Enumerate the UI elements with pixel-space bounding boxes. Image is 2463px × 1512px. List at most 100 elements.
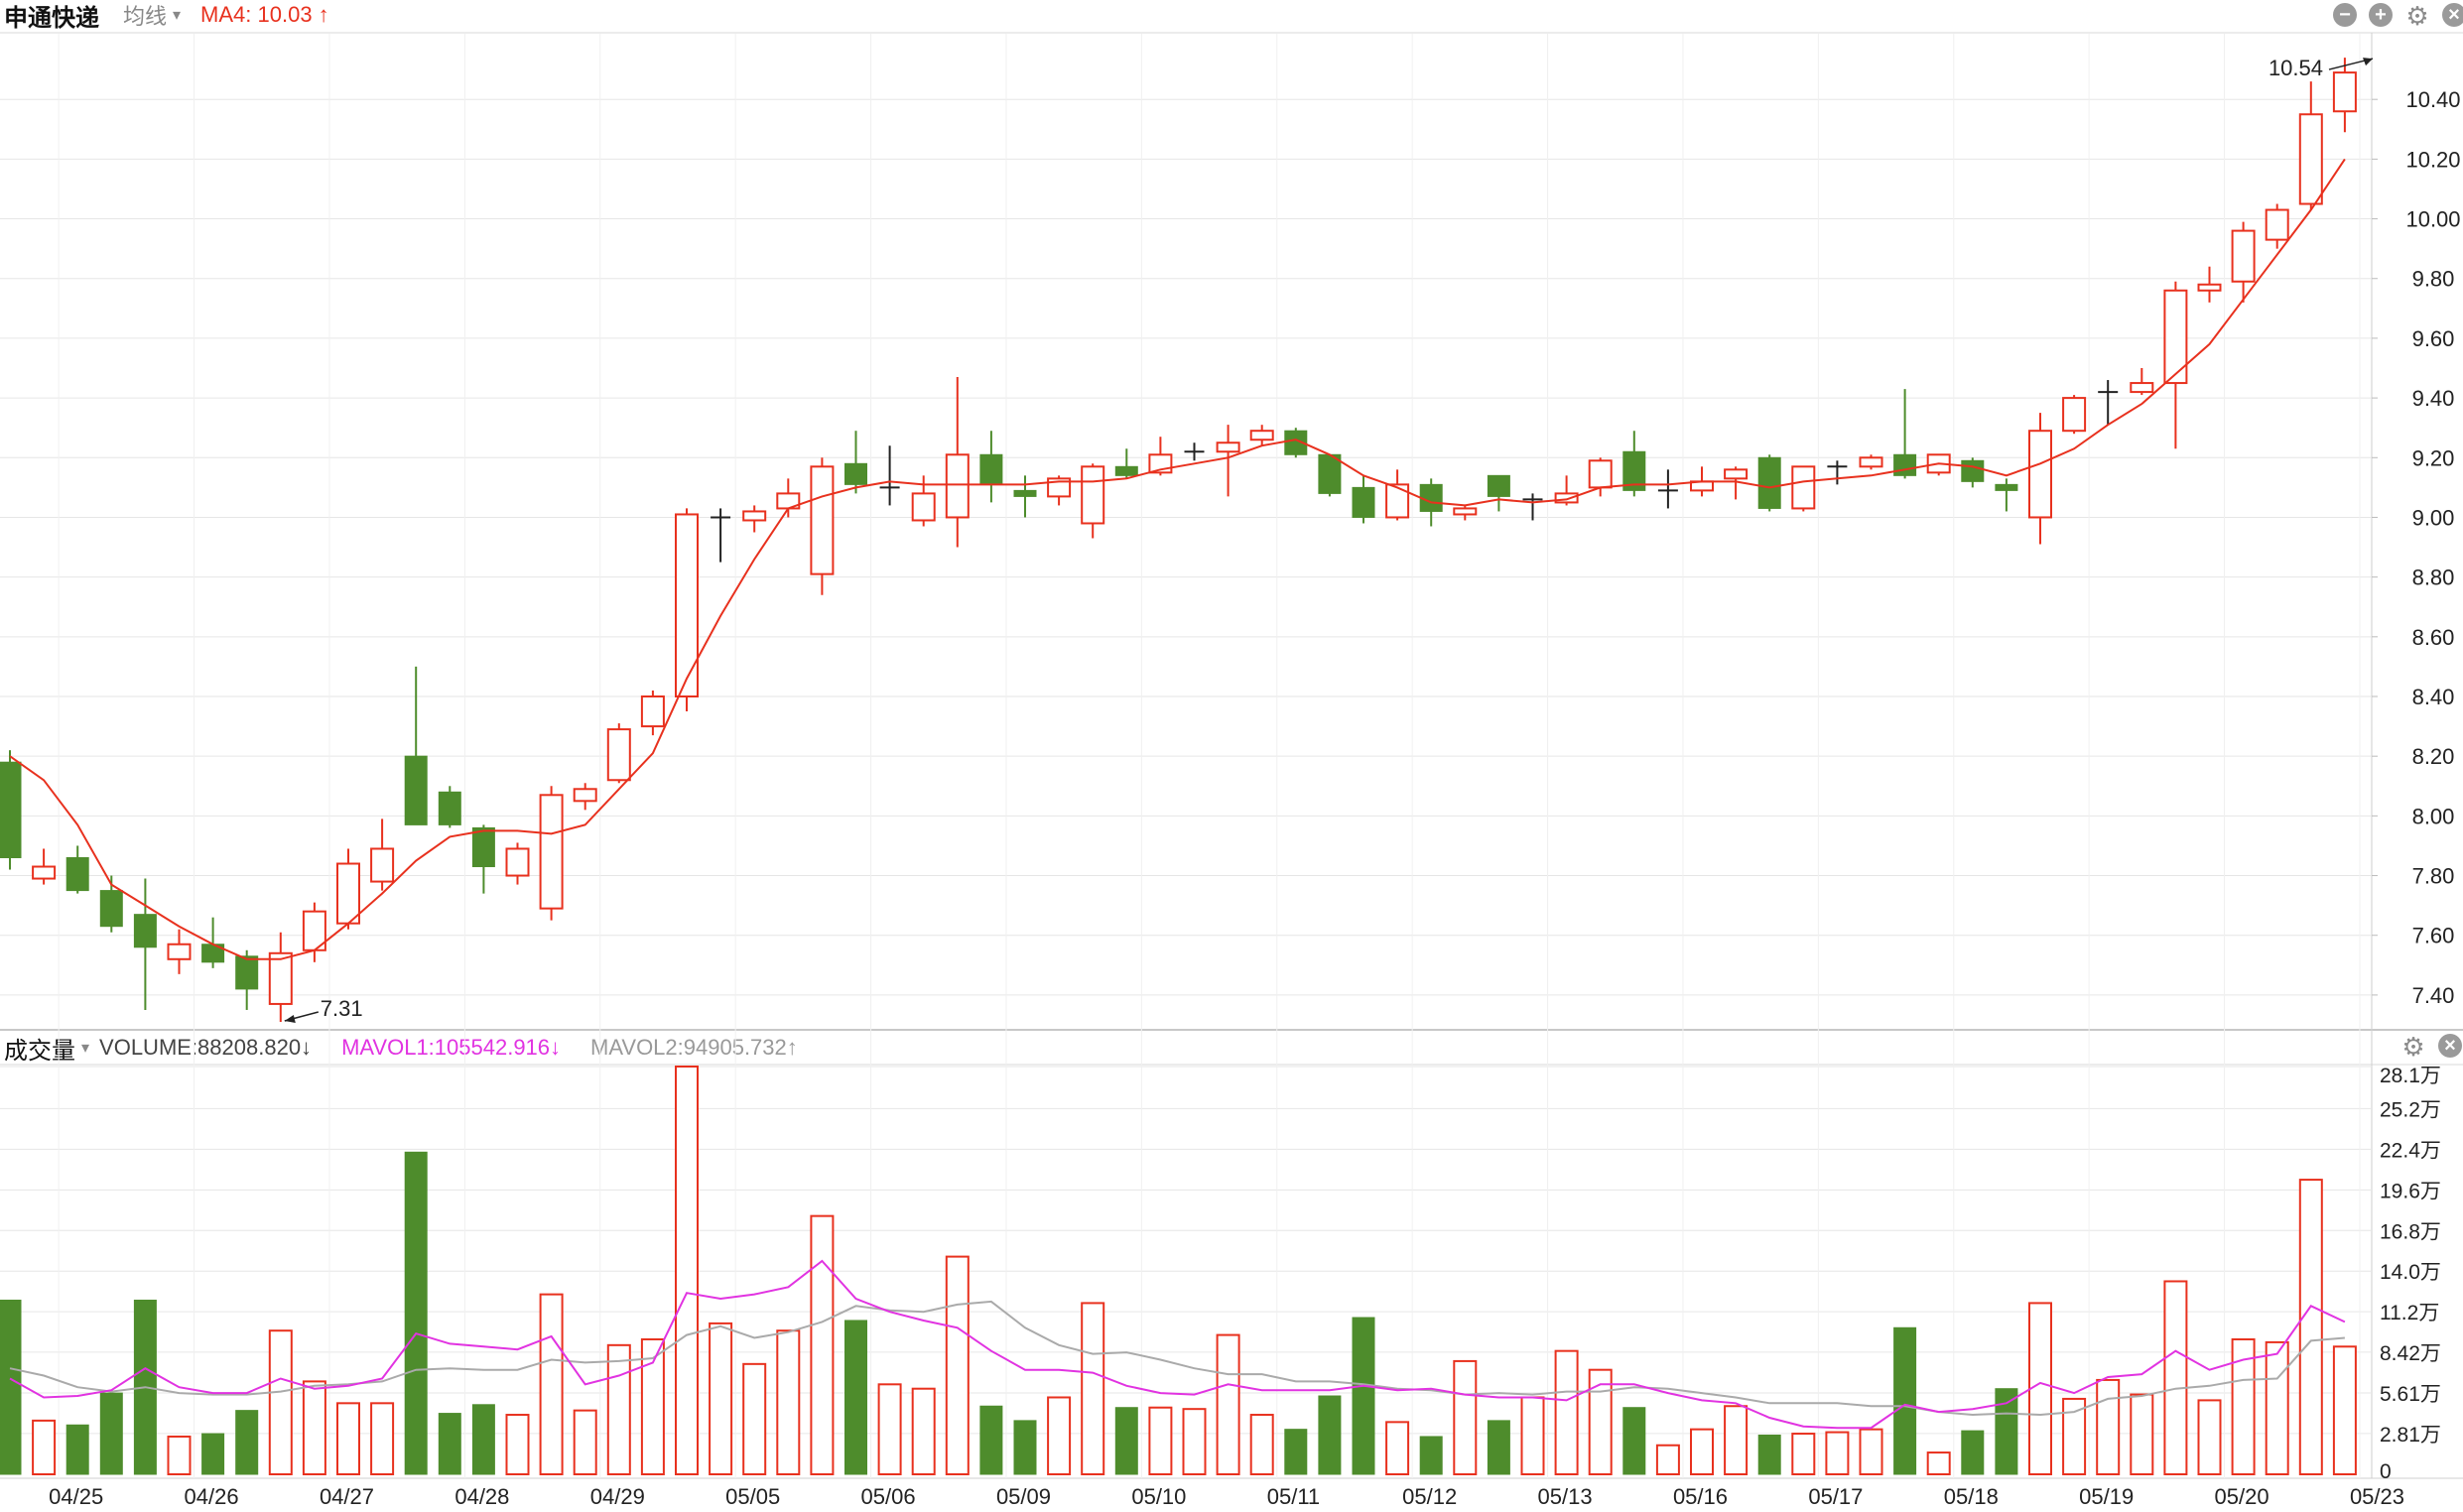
candle-body — [32, 865, 57, 880]
time-tick-label: 05/13 — [1538, 1484, 1593, 1509]
candle — [979, 431, 1003, 503]
time-tick-label: 04/26 — [185, 1484, 239, 1509]
volume-bar — [32, 1419, 57, 1476]
gear-icon[interactable]: ⚙ — [2401, 1032, 2425, 1062]
candle — [1622, 431, 1646, 497]
candle — [1453, 505, 1478, 521]
volume-tick-label: 11.2万 — [2380, 1302, 2439, 1324]
price-tick-label: 7.40 — [2412, 983, 2455, 1008]
candle-body — [945, 453, 970, 519]
candle-body — [1724, 468, 1749, 480]
volume-bar — [471, 1404, 495, 1475]
candle — [1657, 469, 1678, 509]
candle — [742, 505, 767, 533]
candle — [844, 431, 867, 494]
volume-bar — [810, 1214, 835, 1475]
volume-panel-title[interactable]: 成交量 — [4, 1037, 75, 1065]
plus-circle-icon[interactable]: + — [2369, 3, 2393, 27]
candle — [539, 786, 564, 921]
candle-body — [1588, 459, 1613, 489]
candle — [1114, 448, 1138, 479]
candle-body — [2231, 229, 2256, 283]
candle — [32, 848, 57, 885]
indicator-dropdown[interactable]: 均线 — [123, 4, 168, 29]
candle-body — [2298, 113, 2323, 205]
volume-bar — [505, 1414, 530, 1475]
volume-bar — [1284, 1429, 1308, 1475]
candle-body — [133, 914, 157, 948]
chevron-down-icon[interactable]: ▾ — [81, 1040, 90, 1057]
candle-body — [65, 856, 89, 892]
minus-circle-icon[interactable]: − — [2333, 3, 2357, 27]
candle-body — [1961, 459, 1985, 482]
volume-bar — [370, 1402, 395, 1475]
volume-bar — [0, 1299, 22, 1475]
candle-body — [1352, 486, 1375, 518]
volume-header: 成交量 ▾ VOLUME:88208.820↓ MAVOL1:105542.91… — [4, 1033, 798, 1065]
candle — [1859, 454, 1883, 470]
chevron-down-icon[interactable]: ▾ — [173, 7, 182, 24]
candle — [2197, 266, 2222, 303]
volume-bar — [1859, 1428, 1883, 1475]
window-controls: − + ⚙ × — [2333, 3, 2463, 29]
candle-body — [1622, 450, 1646, 491]
volume-bar — [2096, 1378, 2121, 1476]
candle — [1995, 478, 2018, 512]
candle-body — [1216, 441, 1240, 453]
candle-body — [167, 943, 192, 960]
volume-bar — [438, 1413, 461, 1475]
candle — [1249, 425, 1274, 446]
close-circle-icon[interactable]: × — [2438, 1034, 2462, 1058]
candle — [640, 690, 665, 736]
volume-bar — [1487, 1420, 1510, 1475]
volume-bar — [1453, 1359, 1478, 1475]
candle — [235, 949, 259, 1010]
price-tick-label: 9.60 — [2412, 326, 2455, 351]
candle — [0, 750, 22, 870]
candle — [1827, 460, 1848, 485]
volume-bar — [1961, 1430, 1985, 1475]
candle — [1724, 466, 1749, 500]
price-tick-label: 8.80 — [2412, 566, 2455, 590]
volume-bar — [201, 1433, 225, 1475]
candle-body — [1893, 453, 1917, 476]
volume-tick-label: 28.1万 — [2380, 1065, 2441, 1087]
mavol1-readout: MAVOL1:105542.916↓ — [341, 1035, 562, 1060]
close-circle-icon[interactable]: × — [2442, 3, 2463, 27]
candle — [1554, 475, 1579, 506]
candle-body — [1487, 474, 1510, 497]
candle-body — [0, 761, 22, 858]
volume-bar — [1690, 1428, 1714, 1475]
mavol1-line — [9, 1259, 2346, 1430]
candle-body — [1081, 465, 1105, 525]
candle — [2298, 81, 2323, 210]
volume-bar — [1926, 1451, 1951, 1476]
candle-body — [1757, 456, 1781, 509]
candle — [945, 377, 970, 548]
time-tick-label: 04/27 — [320, 1484, 374, 1509]
price-tick-label: 9.20 — [2412, 445, 2455, 470]
candle — [1385, 469, 1410, 521]
volume-controls: ⚙ × — [2400, 1034, 2462, 1060]
candle — [133, 878, 157, 1010]
candle-body — [1385, 483, 1410, 519]
candle — [65, 845, 89, 894]
candle — [606, 723, 631, 784]
candle — [438, 786, 461, 828]
candle-body — [268, 951, 293, 1005]
gear-icon[interactable]: ⚙ — [2405, 1, 2429, 31]
mavol2-readout: MAVOL2:94905.732↑ — [590, 1035, 798, 1060]
candle — [2130, 368, 2154, 396]
candle-body — [1453, 507, 1478, 516]
candle — [573, 783, 597, 811]
volume-bar — [2130, 1393, 2154, 1476]
time-tick-label: 04/28 — [454, 1484, 509, 1509]
volume-bar — [268, 1329, 293, 1476]
price-tick-label: 10.20 — [2405, 147, 2460, 172]
volume-bar — [336, 1402, 360, 1475]
candle-body — [336, 862, 360, 925]
candle — [2163, 281, 2188, 449]
volume-bar — [235, 1410, 259, 1475]
candle — [268, 932, 293, 1022]
